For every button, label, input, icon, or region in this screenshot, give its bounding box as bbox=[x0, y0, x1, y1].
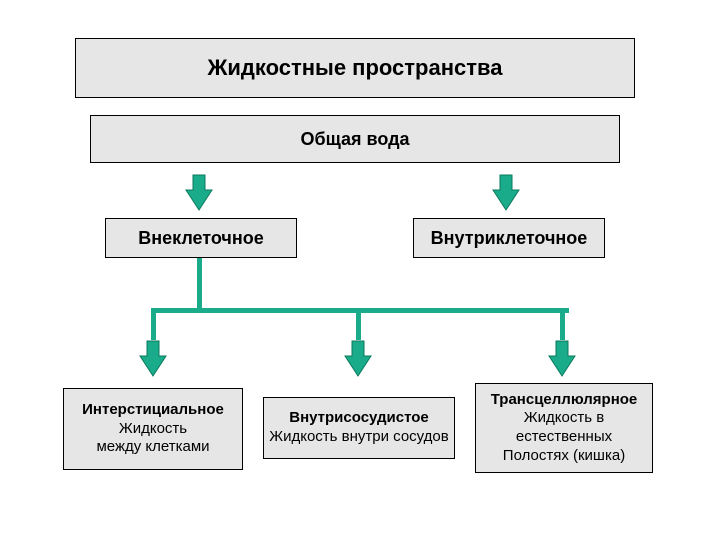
intracellular-title: Внутриклеточное bbox=[431, 227, 588, 250]
arrow-4 bbox=[343, 340, 373, 383]
connector-drop-3 bbox=[560, 310, 565, 340]
root-title: Жидкостные пространства bbox=[207, 54, 502, 82]
box-intravascular: Внутрисосудистое Жидкость внутри сосудов bbox=[263, 397, 455, 459]
interstitial-sub1: Жидкость bbox=[119, 420, 187, 439]
box-root: Жидкостные пространства bbox=[75, 38, 635, 98]
transcellular-sub3: Полостях (кишка) bbox=[503, 447, 625, 466]
transcellular-title: Трансцеллюлярное bbox=[491, 391, 638, 410]
intravascular-sub1: Жидкость внутри сосудов bbox=[269, 428, 449, 447]
arrow-1 bbox=[184, 174, 214, 217]
connector-drop-1 bbox=[151, 310, 156, 340]
arrow-2 bbox=[491, 174, 521, 217]
total-title: Общая вода bbox=[300, 128, 409, 151]
interstitial-title: Интерстициальное bbox=[82, 401, 224, 420]
interstitial-sub2: между клетками bbox=[96, 438, 209, 457]
box-transcellular: Трансцеллюлярное Жидкость в естественных… bbox=[475, 383, 653, 473]
intravascular-title: Внутрисосудистое bbox=[289, 409, 429, 428]
connector-vertical-from-extracell bbox=[197, 258, 202, 312]
arrow-3 bbox=[138, 340, 168, 383]
extracellular-title: Внеклеточное bbox=[138, 227, 264, 250]
box-interstitial: Интерстициальное Жидкость между клетками bbox=[63, 388, 243, 470]
box-total: Общая вода bbox=[90, 115, 620, 163]
arrow-5 bbox=[547, 340, 577, 383]
box-extracellular: Внеклеточное bbox=[105, 218, 297, 258]
transcellular-sub2: естественных bbox=[516, 428, 612, 447]
transcellular-sub1: Жидкость в bbox=[524, 409, 604, 428]
connector-drop-2 bbox=[356, 310, 361, 340]
box-intracellular: Внутриклеточное bbox=[413, 218, 605, 258]
